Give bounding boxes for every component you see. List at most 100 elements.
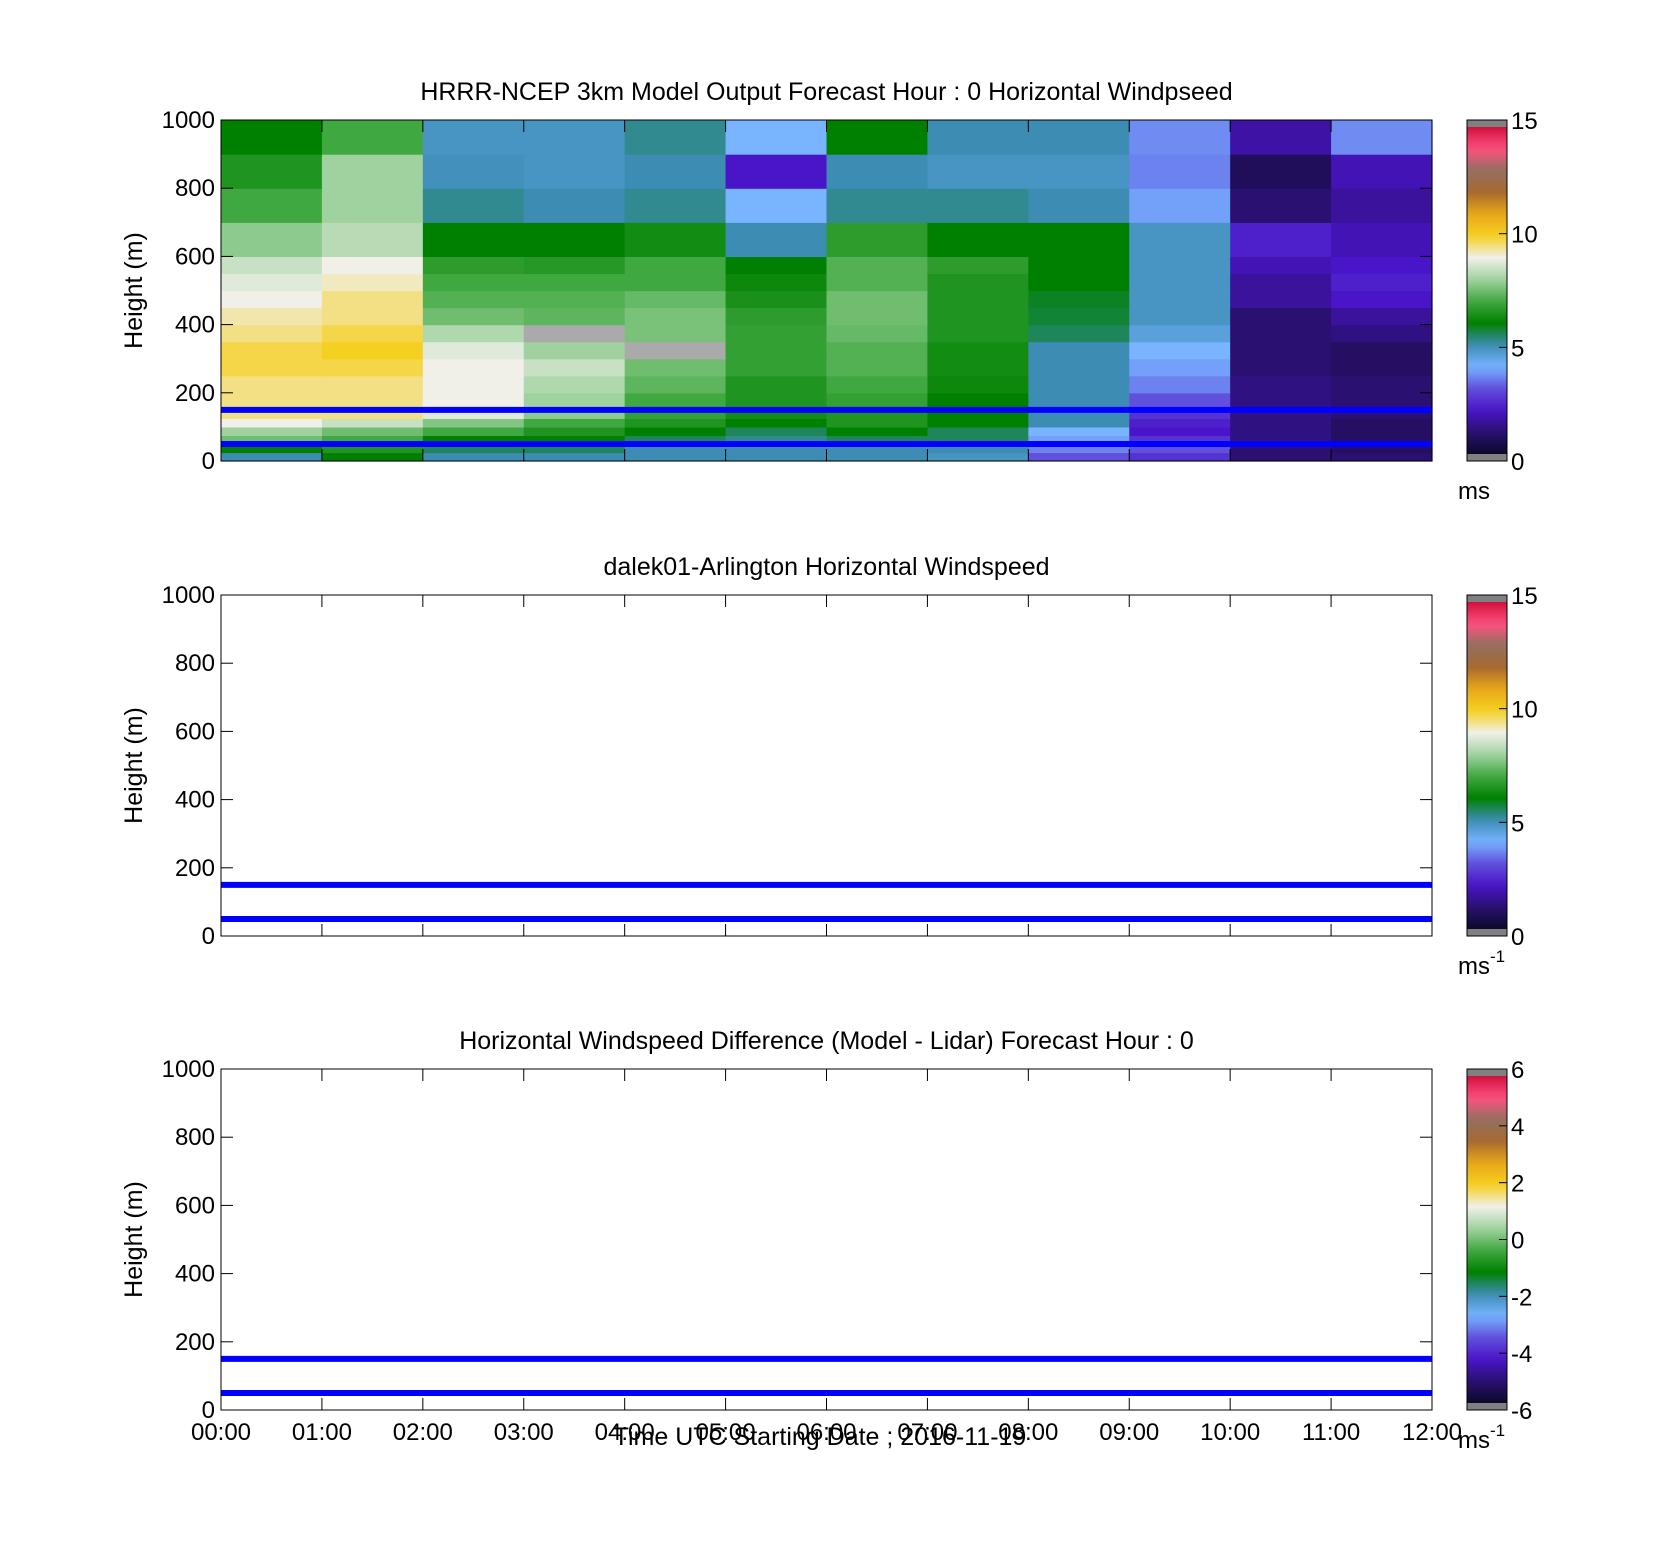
colorbar-tick-label: 15 xyxy=(1511,583,1538,610)
heatmap-cell xyxy=(624,452,727,462)
heatmap-cell xyxy=(725,426,828,437)
heatmap-cell xyxy=(321,256,424,275)
heatmap-cell xyxy=(523,120,626,155)
heatmap-cell xyxy=(422,273,525,292)
colorbar-under-cap xyxy=(1467,1403,1507,1410)
heatmap-cell xyxy=(1230,375,1332,394)
heatmap-cell xyxy=(1230,290,1332,309)
heatmap-cell xyxy=(1129,358,1231,377)
colorbar-over-cap xyxy=(1467,595,1507,602)
heatmap-cell xyxy=(927,435,1029,445)
heatmap-cell xyxy=(1028,418,1130,428)
heatmap-cell xyxy=(1230,435,1332,445)
x-tick-label: 12:00 xyxy=(1402,1419,1462,1446)
heatmap-cell xyxy=(624,392,727,408)
heatmap-cell xyxy=(1028,392,1130,408)
heatmap-cell xyxy=(1230,452,1332,462)
colorbar-tick-label: 4 xyxy=(1511,1114,1524,1141)
heatmap-cell xyxy=(725,375,828,394)
heatmap-cell xyxy=(927,273,1029,292)
heatmap-cell xyxy=(1028,154,1130,189)
colorbar-frame xyxy=(1466,594,1508,937)
heatmap-cell xyxy=(1331,324,1433,343)
heatmap-cell xyxy=(624,341,727,360)
heatmap-cell xyxy=(1230,256,1332,275)
heatmap-cell xyxy=(523,426,626,437)
heatmap-cell xyxy=(523,443,626,454)
heatmap-cell xyxy=(624,256,727,275)
colorbar-tick-label: 10 xyxy=(1511,697,1538,724)
heatmap-cell xyxy=(725,256,828,275)
heatmap-cell xyxy=(826,120,929,155)
heatmap-cell xyxy=(826,435,929,445)
heatmap-cell xyxy=(1129,452,1231,462)
heatmap-cell xyxy=(1028,222,1130,257)
heatmap-cell xyxy=(321,290,424,309)
heatmap-cell xyxy=(523,358,626,377)
heatmap-cell xyxy=(221,290,323,309)
heatmap-cell xyxy=(221,154,323,189)
heatmap-cell xyxy=(927,256,1029,275)
heatmap-cell xyxy=(725,120,828,155)
heatmap-cell xyxy=(624,426,727,437)
heatmap-cell xyxy=(624,188,727,223)
heatmap-cell xyxy=(725,418,828,428)
heatmap-cell xyxy=(927,290,1029,309)
heatmap-cell xyxy=(1028,273,1130,292)
heatmap-cell xyxy=(1331,256,1433,275)
heatmap-cell xyxy=(725,307,828,326)
heatmap-cell xyxy=(826,426,929,437)
x-tick-label: 02:00 xyxy=(393,1419,453,1446)
heatmap-cell xyxy=(927,188,1029,223)
heatmap-cell xyxy=(1331,222,1433,257)
colorbar-tick-label: 15 xyxy=(1511,108,1538,135)
heatmap-cell xyxy=(1028,452,1130,462)
y-tick-label: 600 xyxy=(175,718,215,745)
y-tick-label: 0 xyxy=(202,448,215,475)
heatmap-cell xyxy=(927,307,1029,326)
heatmap-cell xyxy=(221,418,323,428)
heatmap-cell xyxy=(523,392,626,408)
heatmap-cell xyxy=(1230,443,1332,454)
heatmap-cell xyxy=(1028,324,1130,343)
colorbar-tick-label: 0 xyxy=(1511,1228,1524,1255)
heatmap-cell xyxy=(826,452,929,462)
heatmap-cell xyxy=(1230,426,1332,437)
heatmap-cell xyxy=(1028,375,1130,394)
panel-title: HRRR-NCEP 3km Model Output Forecast Hour… xyxy=(420,78,1232,106)
heatmap-cell xyxy=(1129,341,1231,360)
colorbar-unit-superscript: -1 xyxy=(1490,1421,1505,1440)
heatmap-cell xyxy=(624,418,727,428)
heatmap-cell xyxy=(927,392,1029,408)
heatmap-cell xyxy=(1331,290,1433,309)
heatmap-cell xyxy=(624,120,727,155)
y-tick-label: 200 xyxy=(175,1329,215,1356)
heatmap-cell xyxy=(624,324,727,343)
heatmap-cell xyxy=(523,154,626,189)
heatmap-cell xyxy=(927,341,1029,360)
heatmap-cell xyxy=(624,358,727,377)
heatmap-cell xyxy=(826,418,929,428)
heatmap-cell xyxy=(826,154,929,189)
heatmap-cell xyxy=(927,324,1029,343)
heatmap-cell xyxy=(1129,120,1231,155)
heatmap-cell xyxy=(422,375,525,394)
heatmap-cell xyxy=(1028,435,1130,445)
x-tick-label: 00:00 xyxy=(191,1419,251,1446)
heatmap-cell xyxy=(321,426,424,437)
heatmap-cell xyxy=(523,307,626,326)
heatmap-cell xyxy=(422,120,525,155)
heatmap-cell xyxy=(725,435,828,445)
heatmap-cell xyxy=(523,341,626,360)
heatmap-cell xyxy=(523,290,626,309)
colorbar-tick-label: 6 xyxy=(1511,1057,1524,1084)
x-tick-label: 04:00 xyxy=(595,1419,655,1446)
heatmap-cell xyxy=(1230,222,1332,257)
heatmap-cell xyxy=(826,443,929,454)
heatmap-cell xyxy=(725,358,828,377)
heatmap-cell xyxy=(1129,435,1231,445)
heatmap-cell xyxy=(1129,426,1231,437)
heatmap-cell xyxy=(422,290,525,309)
heatmap-cell xyxy=(321,358,424,377)
heatmap-cell xyxy=(725,324,828,343)
